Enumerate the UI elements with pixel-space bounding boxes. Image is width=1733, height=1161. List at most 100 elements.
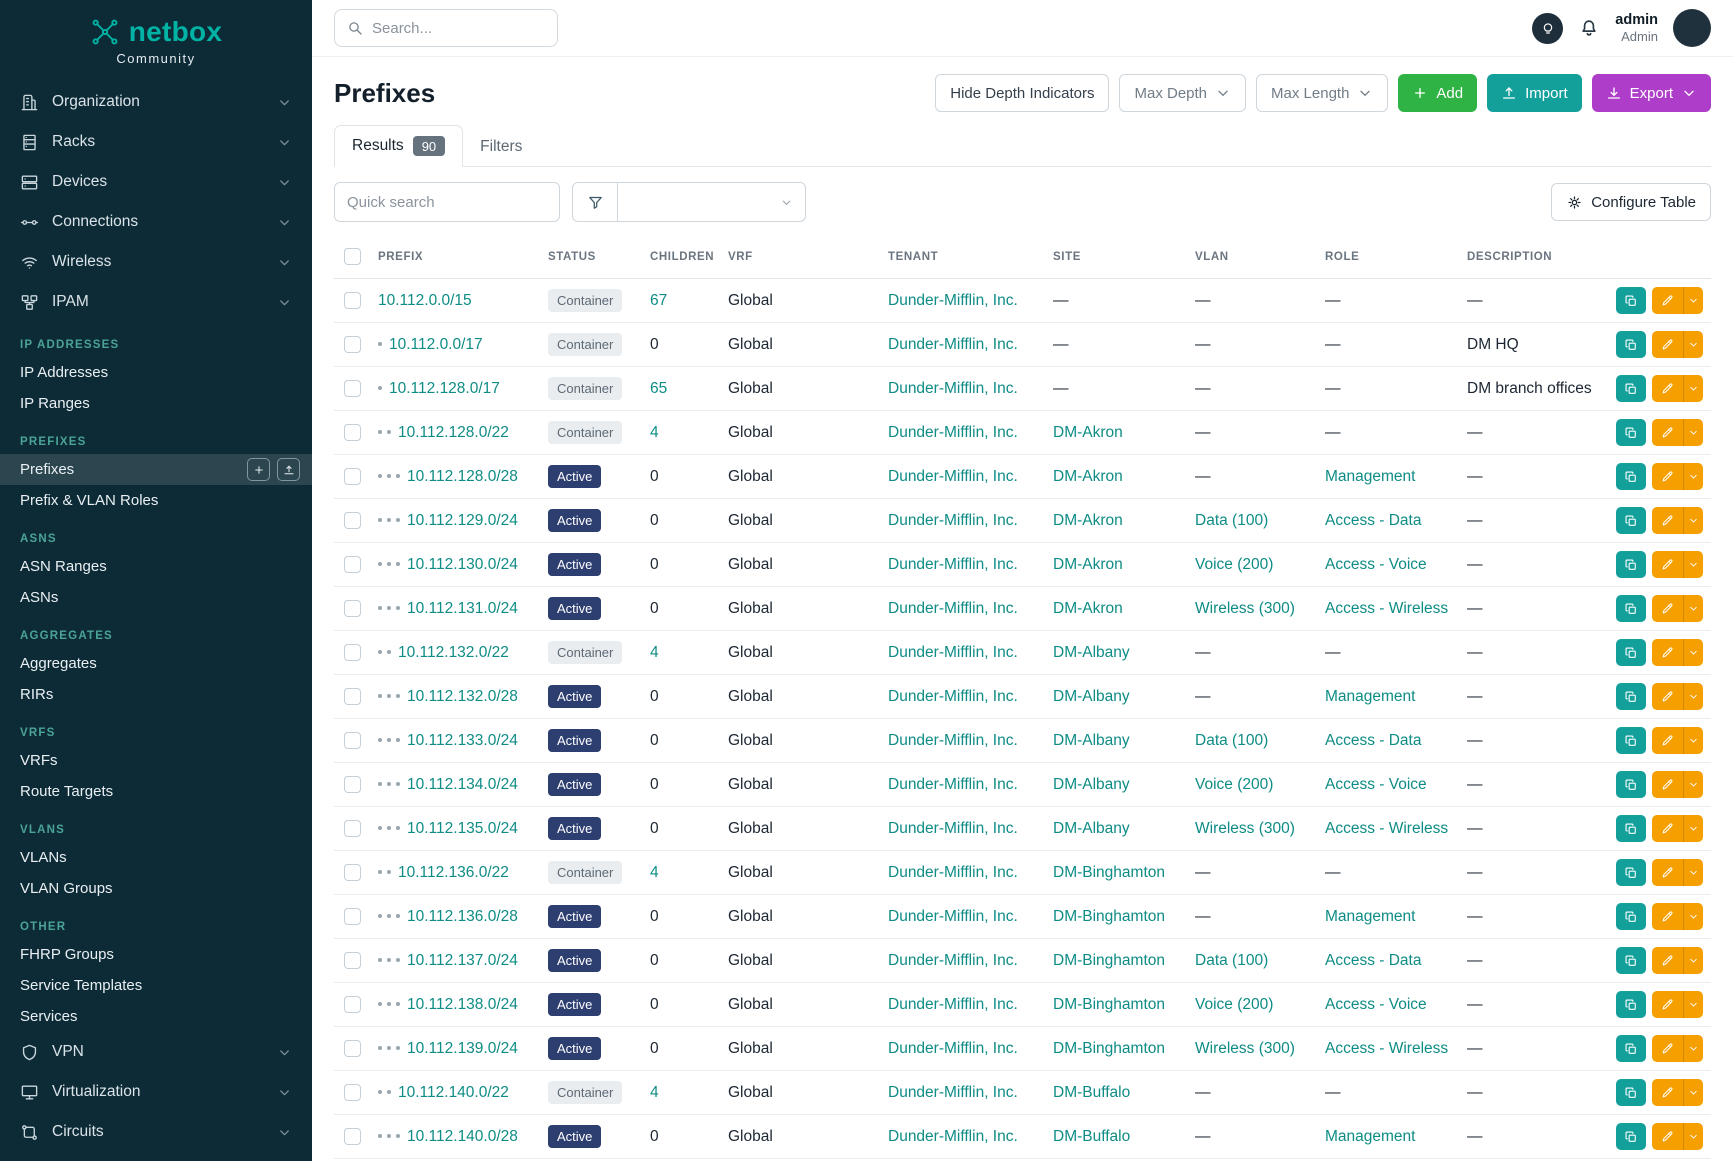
tenant-link[interactable]: Dunder-Mifflin, Inc.	[888, 292, 1018, 309]
sidebar-item-prefix-vlan-roles[interactable]: Prefix & VLAN Roles	[0, 485, 312, 516]
copy-button[interactable]	[1616, 859, 1646, 886]
sidebar-item-rirs[interactable]: RIRs	[0, 679, 312, 710]
prefix-link[interactable]: 10.112.140.0/28	[407, 1128, 518, 1145]
row-checkbox[interactable]	[344, 468, 361, 485]
site-link[interactable]: DM-Akron	[1053, 424, 1123, 441]
notifications-bell-icon[interactable]	[1578, 17, 1600, 39]
edit-button[interactable]	[1652, 947, 1683, 974]
prefix-link[interactable]: 10.112.137.0/24	[407, 952, 518, 969]
children-link[interactable]: 65	[650, 380, 667, 397]
row-checkbox[interactable]	[344, 864, 361, 881]
prefix-link[interactable]: 10.112.130.0/24	[407, 556, 518, 573]
row-checkbox[interactable]	[344, 996, 361, 1013]
prefix-link[interactable]: 10.112.133.0/24	[407, 732, 518, 749]
prefix-link[interactable]: 10.112.134.0/24	[407, 776, 518, 793]
row-checkbox[interactable]	[344, 820, 361, 837]
row-checkbox[interactable]	[344, 292, 361, 309]
edit-button[interactable]	[1652, 287, 1683, 314]
role-link[interactable]: Access - Wireless	[1325, 600, 1448, 617]
site-link[interactable]: DM-Albany	[1053, 820, 1130, 837]
prefix-link[interactable]: 10.112.138.0/24	[407, 996, 518, 1013]
site-link[interactable]: DM-Binghamton	[1053, 908, 1165, 925]
sidebar-group-vpn[interactable]: VPN	[0, 1032, 312, 1072]
role-link[interactable]: Management	[1325, 468, 1415, 485]
site-link[interactable]: DM-Binghamton	[1053, 1040, 1165, 1057]
edit-dropdown-caret[interactable]	[1683, 463, 1703, 490]
row-checkbox[interactable]	[344, 1040, 361, 1057]
tenant-link[interactable]: Dunder-Mifflin, Inc.	[888, 512, 1018, 529]
prefix-link[interactable]: 10.112.0.0/15	[378, 292, 472, 309]
edit-button[interactable]	[1652, 463, 1683, 490]
sidebar-group-racks[interactable]: Racks	[0, 122, 312, 162]
site-link[interactable]: DM-Akron	[1053, 556, 1123, 573]
quick-search-input[interactable]	[334, 182, 560, 222]
tenant-link[interactable]: Dunder-Mifflin, Inc.	[888, 1040, 1018, 1057]
role-link[interactable]: Access - Wireless	[1325, 820, 1448, 837]
row-checkbox[interactable]	[344, 776, 361, 793]
edit-dropdown-caret[interactable]	[1683, 287, 1703, 314]
row-checkbox[interactable]	[344, 380, 361, 397]
edit-dropdown-caret[interactable]	[1683, 595, 1703, 622]
edit-dropdown-caret[interactable]	[1683, 1123, 1703, 1150]
site-link[interactable]: DM-Buffalo	[1053, 1128, 1130, 1145]
sidebar-group-wireless[interactable]: Wireless	[0, 242, 312, 282]
copy-button[interactable]	[1616, 1079, 1646, 1106]
edit-button[interactable]	[1652, 815, 1683, 842]
tenant-link[interactable]: Dunder-Mifflin, Inc.	[888, 1084, 1018, 1101]
row-checkbox[interactable]	[344, 644, 361, 661]
edit-dropdown-caret[interactable]	[1683, 331, 1703, 358]
edit-button[interactable]	[1652, 375, 1683, 402]
copy-button[interactable]	[1616, 683, 1646, 710]
tenant-link[interactable]: Dunder-Mifflin, Inc.	[888, 952, 1018, 969]
column-header-vlan[interactable]: VLAN	[1185, 235, 1315, 279]
column-header-role[interactable]: ROLE	[1315, 235, 1457, 279]
edit-dropdown-caret[interactable]	[1683, 859, 1703, 886]
copy-button[interactable]	[1616, 991, 1646, 1018]
copy-button[interactable]	[1616, 463, 1646, 490]
sidebar-item-fhrp-groups[interactable]: FHRP Groups	[0, 939, 312, 970]
edit-button[interactable]	[1652, 903, 1683, 930]
copy-button[interactable]	[1616, 507, 1646, 534]
vlan-link[interactable]: Data (100)	[1195, 512, 1268, 529]
sidebar-item-vrfs[interactable]: VRFs	[0, 745, 312, 776]
sidebar-group-devices[interactable]: Devices	[0, 162, 312, 202]
max-depth-dropdown[interactable]: Max Depth	[1119, 74, 1246, 112]
role-link[interactable]: Access - Voice	[1325, 996, 1427, 1013]
tenant-link[interactable]: Dunder-Mifflin, Inc.	[888, 864, 1018, 881]
sidebar-item-ip-addresses[interactable]: IP Addresses	[0, 357, 312, 388]
prefix-link[interactable]: 10.112.132.0/22	[398, 644, 509, 661]
copy-button[interactable]	[1616, 947, 1646, 974]
edit-dropdown-caret[interactable]	[1683, 947, 1703, 974]
edit-button[interactable]	[1652, 551, 1683, 578]
edit-button[interactable]	[1652, 771, 1683, 798]
children-link[interactable]: 4	[650, 1084, 659, 1101]
prefix-link[interactable]: 10.112.128.0/28	[407, 468, 518, 485]
vlan-link[interactable]: Data (100)	[1195, 952, 1268, 969]
sidebar-group-circuits[interactable]: Circuits	[0, 1112, 312, 1152]
row-checkbox[interactable]	[344, 1084, 361, 1101]
vlan-link[interactable]: Data (100)	[1195, 732, 1268, 749]
sidebar-item-route-targets[interactable]: Route Targets	[0, 776, 312, 807]
children-link[interactable]: 4	[650, 644, 659, 661]
prefix-link[interactable]: 10.112.128.0/22	[398, 424, 509, 441]
site-link[interactable]: DM-Akron	[1053, 512, 1123, 529]
role-link[interactable]: Access - Voice	[1325, 556, 1427, 573]
tenant-link[interactable]: Dunder-Mifflin, Inc.	[888, 996, 1018, 1013]
children-link[interactable]: 67	[650, 292, 667, 309]
edit-dropdown-caret[interactable]	[1683, 551, 1703, 578]
max-length-dropdown[interactable]: Max Length	[1256, 74, 1388, 112]
copy-button[interactable]	[1616, 639, 1646, 666]
edit-dropdown-caret[interactable]	[1683, 727, 1703, 754]
tenant-link[interactable]: Dunder-Mifflin, Inc.	[888, 776, 1018, 793]
role-link[interactable]: Access - Data	[1325, 952, 1421, 969]
row-checkbox[interactable]	[344, 732, 361, 749]
copy-button[interactable]	[1616, 551, 1646, 578]
edit-button[interactable]	[1652, 639, 1683, 666]
role-link[interactable]: Management	[1325, 908, 1415, 925]
edit-button[interactable]	[1652, 507, 1683, 534]
column-header-description[interactable]: DESCRIPTION	[1457, 235, 1607, 279]
edit-button[interactable]	[1652, 1035, 1683, 1062]
import-button[interactable]: Import	[1487, 74, 1582, 112]
saved-filter-select[interactable]	[618, 182, 806, 222]
sidebar-group-virtualization[interactable]: Virtualization	[0, 1072, 312, 1112]
